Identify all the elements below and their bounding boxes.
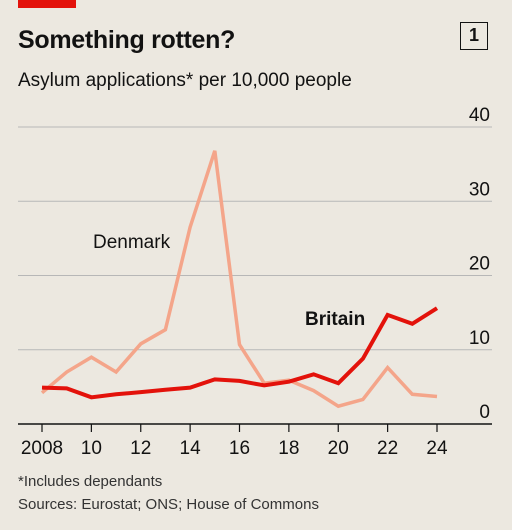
x-tick-label: 14 bbox=[180, 438, 202, 459]
series-line-denmark bbox=[40, 150, 438, 409]
y-tick-label: 40 bbox=[469, 105, 490, 126]
x-tick-label: 18 bbox=[278, 438, 299, 459]
series-label-britain: Britain bbox=[305, 309, 365, 330]
chart-title: Something rotten? bbox=[18, 26, 236, 54]
chart-number-badge: 1 bbox=[460, 22, 488, 50]
series-line-britain bbox=[41, 306, 439, 400]
x-tick-label: 20 bbox=[328, 438, 349, 459]
x-tick-label: 24 bbox=[426, 438, 448, 459]
y-tick-label: 0 bbox=[479, 402, 490, 423]
source-note: Sources: Eurostat; ONS; House of Commons bbox=[18, 496, 319, 513]
x-tick-label: 10 bbox=[81, 438, 102, 459]
footnote: *Includes dependants bbox=[18, 473, 163, 490]
x-tick-label: 22 bbox=[377, 438, 398, 459]
y-tick-label: 10 bbox=[469, 328, 490, 349]
chart-subtitle: Asylum applications* per 10,000 people bbox=[18, 70, 352, 91]
series-label-denmark: Denmark bbox=[93, 232, 171, 253]
x-tick-label: 12 bbox=[130, 438, 151, 459]
line-chart: 0 10 20 30 40 2008 10 12 14 16 18 20 22 24 Denmark Brit… bbox=[18, 105, 492, 459]
x-tick-label: 2008 bbox=[21, 438, 63, 459]
x-tick-label: 16 bbox=[229, 438, 250, 459]
y-tick-label: 30 bbox=[469, 179, 490, 200]
brand-accent-bar bbox=[18, 0, 76, 8]
y-tick-label: 20 bbox=[469, 254, 490, 275]
